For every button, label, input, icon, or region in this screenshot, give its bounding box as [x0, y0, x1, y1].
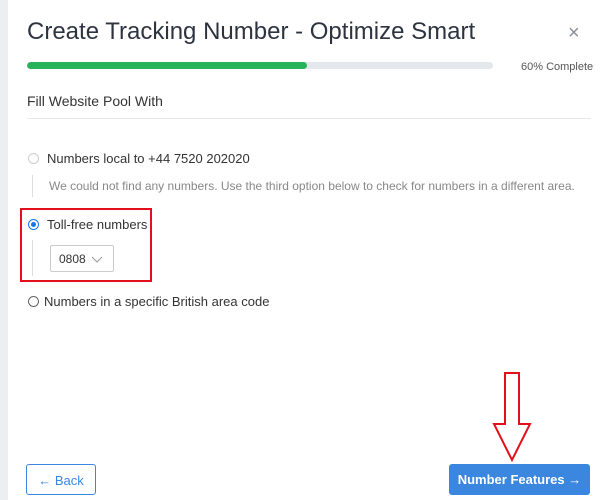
highlight-box: [20, 208, 152, 282]
option-label[interactable]: Numbers in a specific British area code: [44, 294, 270, 309]
radio[interactable]: [28, 153, 39, 164]
section-title: Fill Website Pool With: [27, 93, 163, 109]
progress-track: [27, 62, 493, 69]
close-button[interactable]: ×: [568, 22, 580, 44]
progress-label: 60% Complete: [521, 61, 594, 73]
next-button[interactable]: Number Features →: [449, 464, 590, 495]
option-label[interactable]: Numbers local to +44 7520 202020: [47, 151, 250, 166]
select-value: 0808: [59, 252, 86, 266]
modal: Create Tracking Number - Optimize Smart …: [8, 0, 611, 500]
indent-line: [32, 240, 33, 276]
back-button[interactable]: ← Back: [26, 464, 96, 495]
radio[interactable]: [28, 219, 39, 230]
select[interactable]: 0808: [50, 245, 114, 272]
option-note: We could not find any numbers. Use the t…: [49, 179, 575, 193]
indent-line: [32, 175, 33, 197]
chevron: [91, 256, 103, 263]
annotation-arrow: [492, 372, 532, 462]
radio[interactable]: [28, 296, 39, 307]
option-label[interactable]: Toll-free numbers: [47, 217, 148, 232]
separator: [27, 118, 591, 119]
modal-title: Create Tracking Number - Optimize Smart: [27, 18, 476, 45]
next-label: Number Features: [457, 472, 565, 487]
back-label: Back: [54, 473, 84, 488]
progress-fill: [27, 62, 307, 69]
